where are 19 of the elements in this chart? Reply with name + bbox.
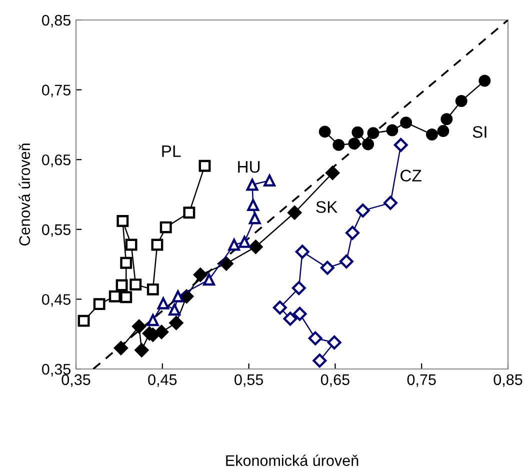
y-tick-label: 0,65 [42, 154, 70, 168]
annotation: PL [162, 145, 181, 157]
annotation: SK [316, 201, 338, 213]
y-tick-label: 0,85 [42, 14, 70, 28]
x-tick-label: 0,35 [62, 374, 90, 387]
y-axis-title: Cenová úroveň [18, 144, 30, 246]
annotation: CZ [400, 170, 422, 182]
annotation: HU [238, 161, 260, 173]
x-tick-label: 0,55 [234, 374, 264, 387]
x-tick-label: 0,75 [407, 374, 436, 387]
y-tick-label: 0,45 [42, 294, 70, 307]
x-tick-label: 0,85 [494, 374, 522, 387]
annotation: SI [472, 126, 486, 138]
y-tick-label: 0,55 [42, 224, 70, 237]
x-axis-title: Ekonomická úroveň [226, 454, 358, 466]
y-tick-label: 0,35 [42, 364, 70, 376]
x-tick-label: 0,45 [148, 374, 177, 387]
y-tick-label: 0,75 [42, 84, 70, 98]
x-tick-label: 0,65 [320, 374, 350, 387]
